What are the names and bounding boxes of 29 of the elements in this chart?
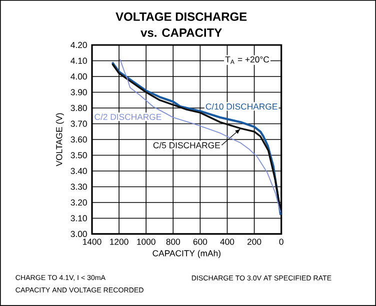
y-tick-label: 3.30 — [70, 184, 87, 190]
x-tick-label: 1200 — [110, 238, 128, 245]
y-tick-label: 3.80 — [70, 104, 87, 112]
annotation: T$_{A}$ = +20°C — [225, 56, 270, 64]
x-tick-label: 600 — [193, 238, 208, 245]
y-tick-label: 3.50 — [70, 152, 87, 158]
y-tick-label: 4.10 — [70, 58, 87, 64]
series-label: C/2 DISCHARGE — [94, 114, 162, 120]
y-tick-label: 3.40 — [70, 168, 87, 174]
series-label: C/10 DISCHARGE — [206, 103, 278, 110]
x-axis-title: CAPACITY (mAh) — [152, 250, 220, 258]
y-axis-title: VOLTAGE (V) — [56, 113, 64, 166]
x-tick-label: 400 — [220, 238, 234, 245]
chart-title: VOLTAGE DISCHARGE — [116, 12, 247, 21]
y-tick-label: 3.70 — [70, 120, 87, 127]
y-tick-label: 3.90 — [70, 89, 87, 96]
x-tick-label: 0 — [279, 238, 284, 245]
y-tick-label: 3.60 — [70, 136, 87, 143]
y-tick-label: 4.20 — [70, 42, 87, 48]
x-tick-label: 1000 — [137, 238, 156, 245]
text: C/5 DISCHARGE — [153, 142, 220, 148]
x-tick-label: 1400 — [83, 238, 102, 245]
chart-subtitle: vs. CAPACITY — [140, 28, 222, 37]
y-tick-label: 4.00 — [70, 73, 87, 80]
x-tick-label: 800 — [166, 238, 180, 245]
y-tick-label: 3.10 — [70, 215, 87, 222]
x-tick-label: 200 — [247, 238, 262, 245]
y-tick-label: 3.20 — [70, 199, 87, 206]
y-tick-label: 3.00 — [70, 230, 87, 238]
